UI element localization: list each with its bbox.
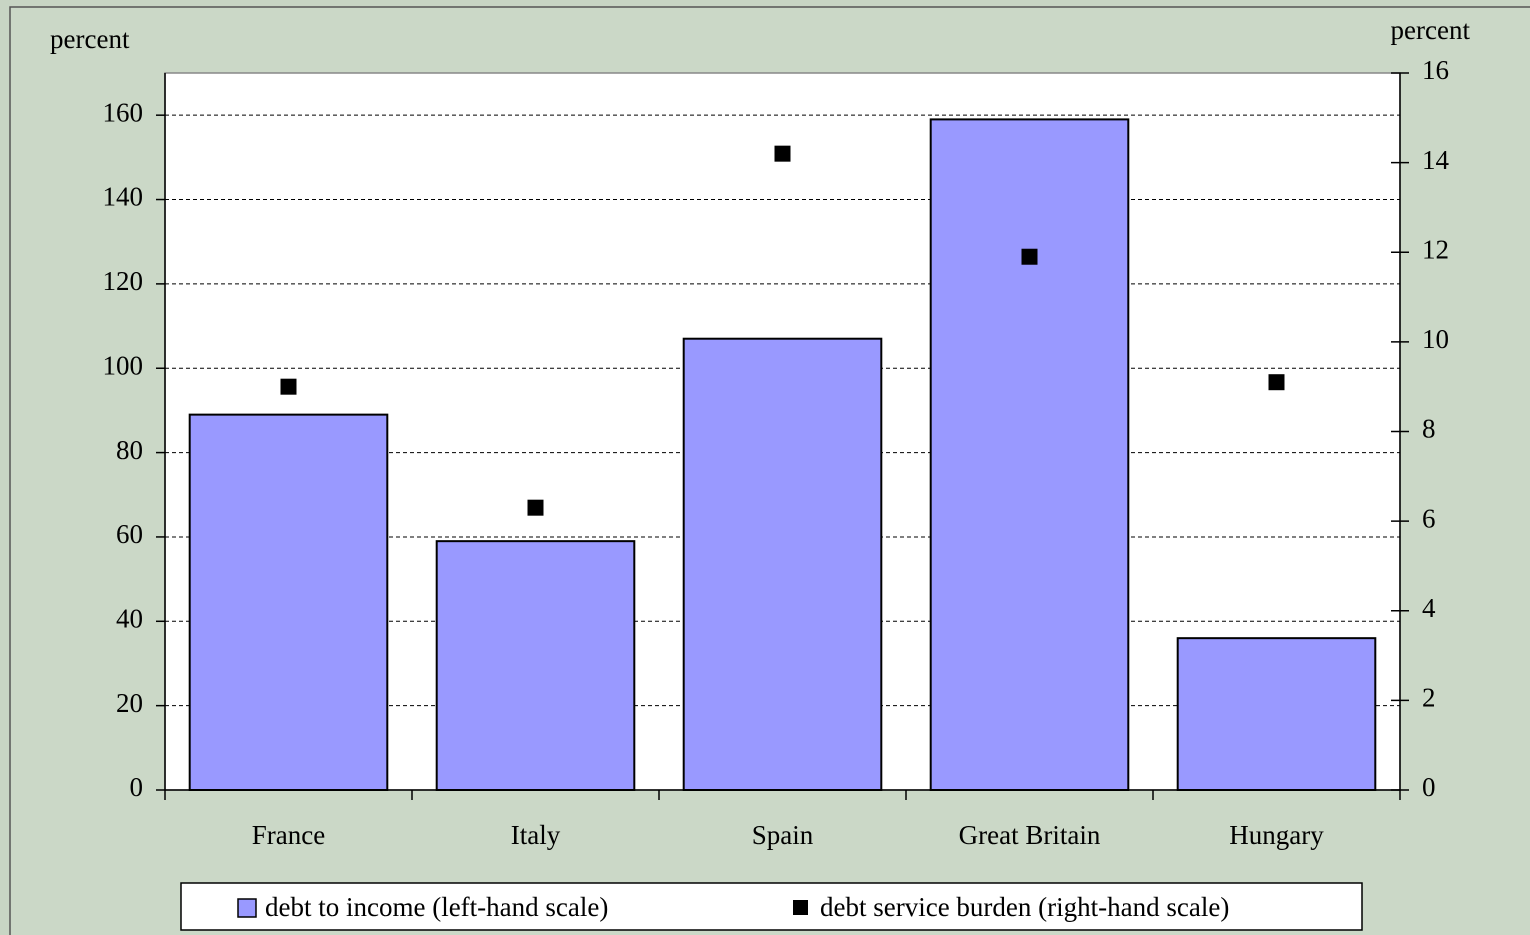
legend-swatch (793, 900, 808, 915)
marker (280, 378, 297, 395)
y2-tick-label: 16 (1422, 55, 1449, 85)
y2-tick-label: 0 (1422, 772, 1436, 802)
marker (1021, 248, 1038, 265)
legend-label: debt service burden (right-hand scale) (820, 892, 1229, 922)
y2-tick-label: 10 (1422, 324, 1449, 354)
bar (929, 118, 1130, 792)
y-tick-label: 160 (103, 97, 144, 127)
bar (1176, 637, 1377, 792)
y-tick-label: 80 (116, 435, 143, 465)
y2-tick-label: 4 (1422, 593, 1436, 623)
x-tick-label: France (252, 820, 325, 850)
legend-label: debt to income (left-hand scale) (265, 892, 608, 922)
y-tick-label: 100 (103, 350, 144, 380)
legend-box (180, 882, 1363, 931)
y-tick-label: 40 (116, 603, 143, 633)
y-tick-label: 0 (130, 772, 144, 802)
bar (682, 337, 883, 791)
bar (188, 413, 389, 791)
y-axis-label: percent (50, 24, 130, 54)
y-tick-label: 120 (103, 266, 144, 296)
y2-tick-label: 12 (1422, 234, 1449, 264)
y2-tick-label: 2 (1422, 683, 1436, 713)
y-tick-label: 20 (116, 688, 143, 718)
x-tick-label: Hungary (1229, 820, 1324, 850)
bar (435, 540, 636, 791)
y2-tick-label: 8 (1422, 414, 1436, 444)
legend-swatch (237, 898, 257, 918)
y2-tick-label: 6 (1422, 503, 1436, 533)
y-tick-label: 140 (103, 182, 144, 212)
y2-axis-label: percent (1391, 15, 1471, 45)
y2-tick-label: 14 (1422, 145, 1450, 175)
marker (1268, 374, 1285, 391)
x-tick-label: Italy (511, 820, 561, 850)
y-tick-label: 60 (116, 519, 143, 549)
marker (774, 145, 791, 162)
x-tick-label: Spain (752, 820, 814, 850)
x-tick-label: Great Britain (959, 820, 1101, 850)
marker (527, 499, 544, 516)
